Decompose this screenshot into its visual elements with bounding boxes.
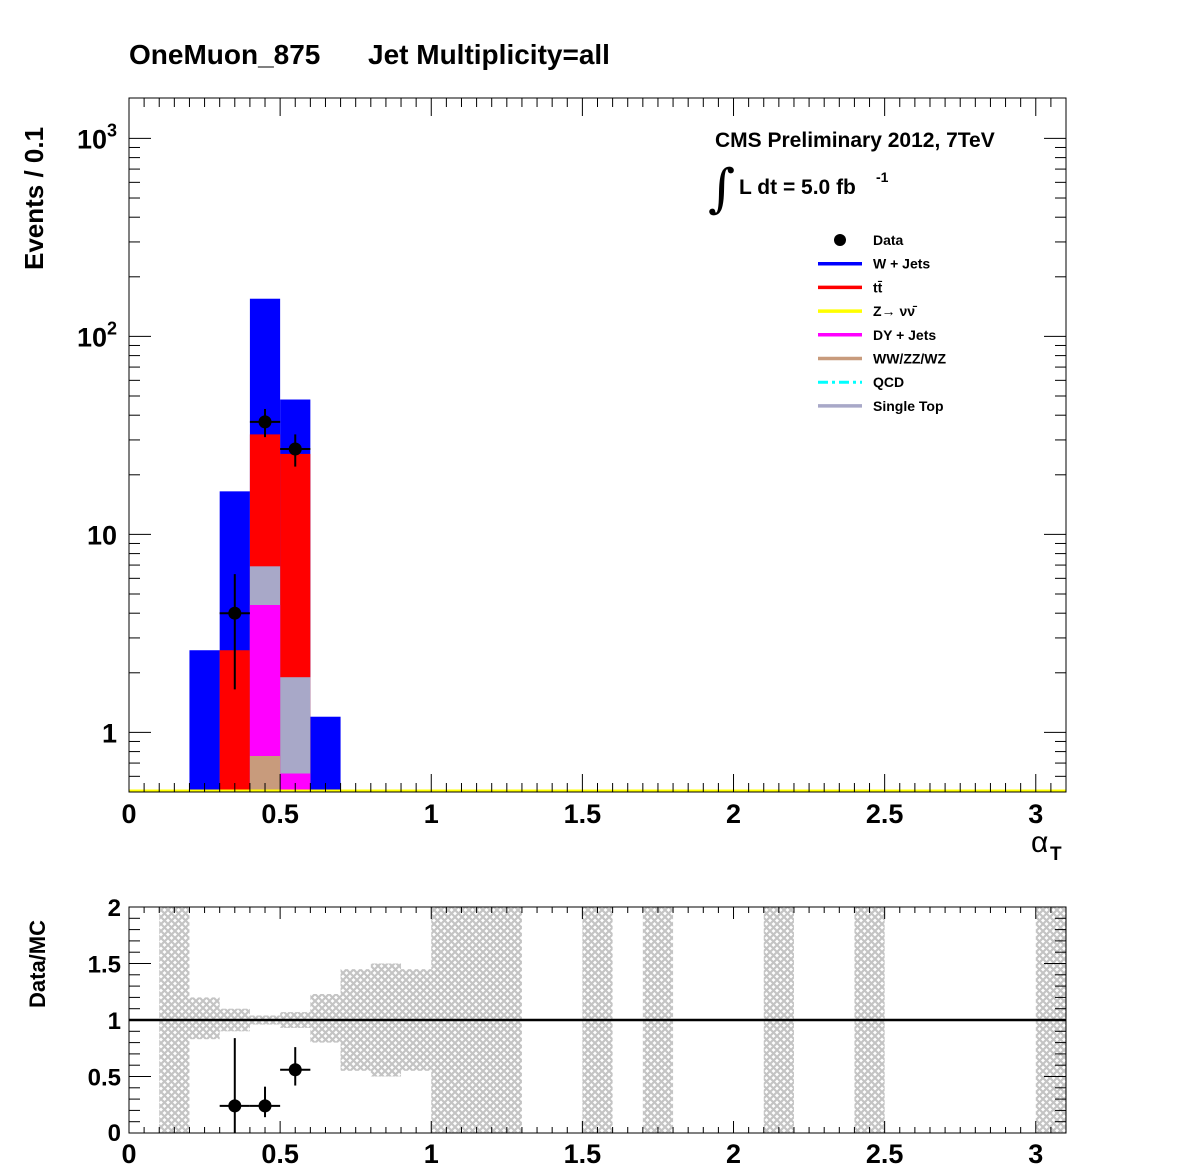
x-tick-label: 2	[726, 799, 741, 829]
chart-title-sample: OneMuon_875	[129, 39, 320, 70]
main-axis-ticks	[128, 98, 1067, 793]
legend-label-6: QCD	[873, 374, 904, 390]
ratio-y-tick-label: 1	[108, 1008, 121, 1035]
x-tick-label: 1.5	[564, 799, 602, 829]
ratio-data-points	[219, 1038, 311, 1133]
ratio-x-tick-label: 0.5	[261, 1139, 299, 1169]
ratio-point-0	[228, 1099, 242, 1113]
ratio-axis-ticks	[128, 906, 1067, 1134]
legend-symbol-data	[834, 234, 846, 246]
x-tick-label: 0	[121, 799, 136, 829]
bar-dy-jets-bin-3	[280, 773, 311, 792]
ratio-point-2	[288, 1063, 302, 1077]
chart-title-selection: Jet Multiplicity=all	[368, 39, 610, 70]
ratio-y-tick-label: 1.5	[88, 952, 121, 979]
luminosity-label: L dt = 5.0 fb	[739, 176, 856, 199]
x-tick-label: 1	[424, 799, 439, 829]
legend-label-2: tt̄	[873, 279, 883, 295]
y-tick-label: 102	[77, 318, 117, 352]
stacked-histogram-bars	[129, 298, 1066, 792]
legend-label-0: Data	[873, 232, 904, 248]
data-points	[219, 408, 311, 690]
ratio-x-tick-label: 2	[726, 1139, 741, 1169]
y-tick-label: 10	[87, 520, 117, 550]
x-tick-label: 3	[1028, 799, 1043, 829]
legend-label-5: WW/ZZ/WZ	[873, 351, 947, 367]
legend: Data W + Jets tt̄ Z→ νν̄ DY + Jets WW/ZZ/WZ QC…	[818, 232, 947, 414]
bar-single-top-bin-3	[280, 677, 311, 792]
ratio-point-1	[258, 1099, 272, 1113]
bar-w-jets-bin-4	[310, 716, 341, 792]
ratio-y-tick-labels: 0 0.5 1 1.5 2	[88, 895, 121, 1147]
uncertainty-band-segment-1	[189, 997, 220, 1040]
bar-w-jets-bin-0	[189, 650, 220, 792]
integral-sign: ∫	[708, 159, 735, 219]
data-point-1	[258, 415, 272, 429]
x-axis-label: α	[1031, 826, 1048, 859]
experiment-label: CMS Preliminary 2012, 7TeV	[715, 129, 995, 152]
legend-label-1: W + Jets	[873, 256, 930, 272]
data-point-2	[288, 442, 302, 456]
y-tick-label: 103	[77, 120, 117, 154]
x-axis-label-subscript: T	[1050, 844, 1062, 865]
legend-label-4: DY + Jets	[873, 327, 936, 343]
x-tick-label: 2.5	[866, 799, 904, 829]
ratio-panel: 0 0.5 1 1.5 2 0 0.5 1 1.5 2 2.5 3 Data/MC	[25, 895, 1067, 1169]
ratio-x-tick-label: 3	[1028, 1139, 1043, 1169]
ratio-y-axis-label: Data/MC	[25, 920, 50, 1008]
main-histogram-panel: 1 10 102 103 0 0.5 1 1.5 2 2.5 3 Events / 0.1 α T…	[19, 97, 1067, 865]
main-x-tick-labels: 0 0.5 1 1.5 2 2.5 3	[121, 799, 1043, 829]
ratio-x-tick-label: 0	[121, 1139, 136, 1169]
uncertainty-band-segment-5	[310, 994, 341, 1043]
data-point-0	[228, 606, 242, 620]
ratio-x-tick-labels: 0 0.5 1 1.5 2 2.5 3	[121, 1139, 1043, 1169]
main-y-tick-labels: 1 10 102 103	[77, 120, 117, 748]
ratio-y-tick-label: 0.5	[88, 1065, 121, 1092]
y-axis-label: Events / 0.1	[19, 127, 49, 270]
ratio-x-tick-label: 2.5	[866, 1139, 904, 1169]
legend-label-3: Z→ νν̄	[873, 303, 918, 319]
y-tick-label: 1	[102, 718, 117, 748]
legend-label-7: Single Top	[873, 398, 944, 414]
ratio-x-tick-label: 1.5	[564, 1139, 602, 1169]
ratio-x-tick-label: 1	[424, 1139, 439, 1169]
x-tick-label: 0.5	[261, 799, 299, 829]
ratio-y-tick-label: 0	[108, 1120, 121, 1147]
luminosity-exponent: -1	[876, 169, 889, 185]
ratio-y-tick-label: 2	[108, 895, 121, 922]
